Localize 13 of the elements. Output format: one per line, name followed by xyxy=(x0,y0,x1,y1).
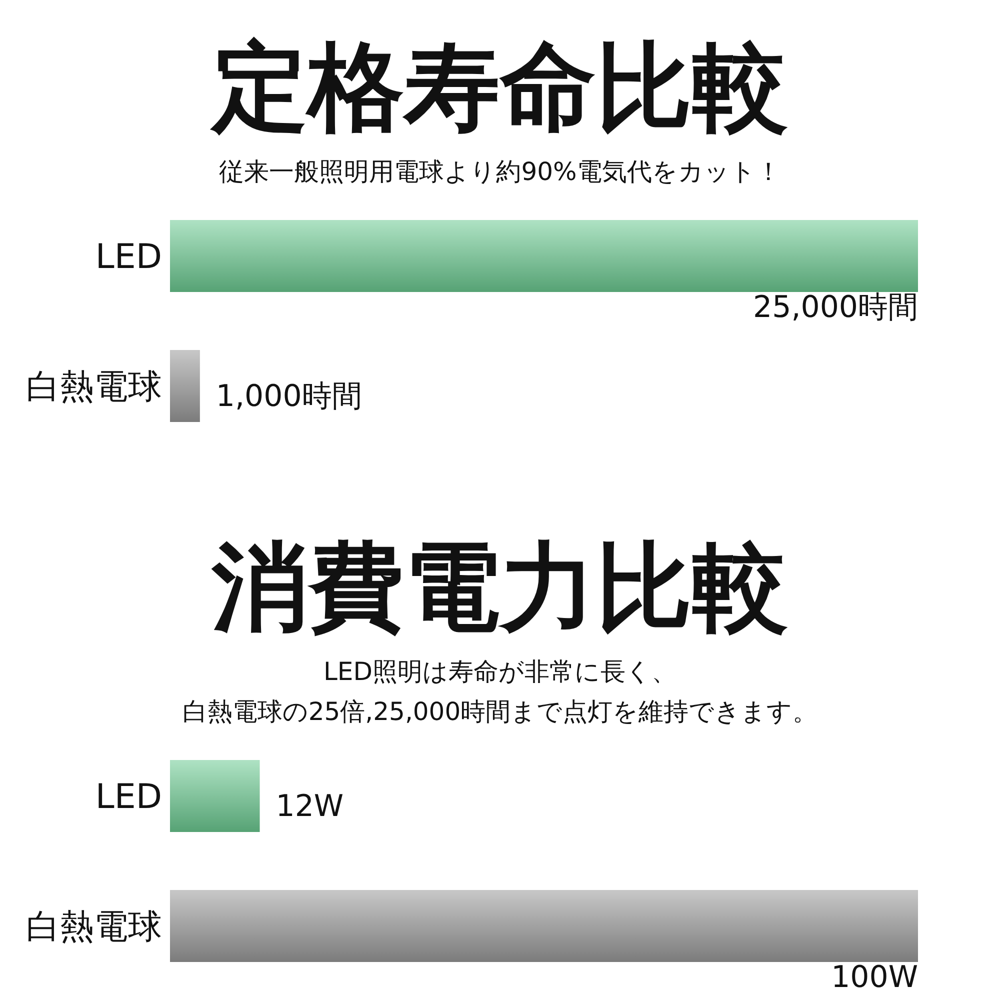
subtitle: 従来一般照明用電球より約90%電気代をカット！ xyxy=(219,157,781,186)
category-label: 白熱電球 xyxy=(26,367,162,407)
title: 消費電力比較 xyxy=(212,531,788,643)
value-label: 100W xyxy=(831,960,918,995)
subtitle: 白熱電球の25倍,25,000時間まで点灯を維持できます。 xyxy=(182,697,818,726)
category-label: LED xyxy=(95,777,162,817)
value-label: 1,000時間 xyxy=(216,379,362,414)
category-label: LED xyxy=(95,237,162,277)
subtitle: LED照明は寿命が非常に長く、 xyxy=(324,657,676,686)
category-label: 白熱電球 xyxy=(26,907,162,947)
value-label: 25,000時間 xyxy=(753,290,918,325)
value-label: 12W xyxy=(276,789,344,824)
title: 定格寿命比較 xyxy=(212,31,788,143)
